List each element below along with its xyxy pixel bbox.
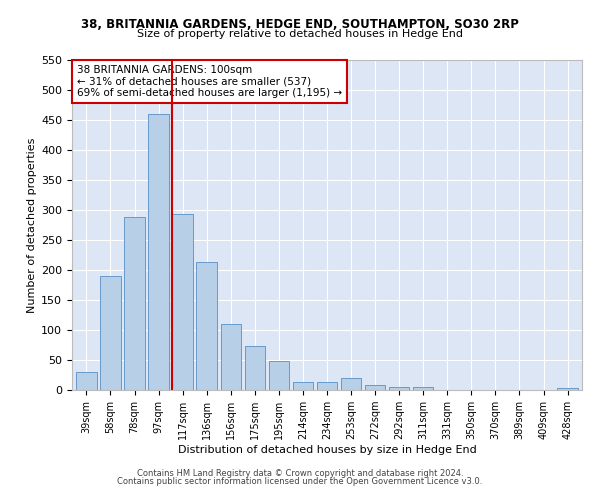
Bar bbox=[389, 387, 409, 390]
Text: 38 BRITANNIA GARDENS: 100sqm
← 31% of detached houses are smaller (537)
69% of s: 38 BRITANNIA GARDENS: 100sqm ← 31% of de… bbox=[77, 65, 342, 98]
Text: Size of property relative to detached houses in Hedge End: Size of property relative to detached ho… bbox=[137, 29, 463, 39]
Bar bbox=[124, 217, 145, 390]
Bar bbox=[148, 114, 169, 390]
Text: Contains public sector information licensed under the Open Government Licence v3: Contains public sector information licen… bbox=[118, 477, 482, 486]
X-axis label: Distribution of detached houses by size in Hedge End: Distribution of detached houses by size … bbox=[178, 445, 476, 455]
Bar bbox=[317, 382, 337, 390]
Bar bbox=[221, 324, 241, 390]
Bar bbox=[557, 388, 578, 390]
Bar bbox=[365, 385, 385, 390]
Bar bbox=[269, 361, 289, 390]
Text: Contains HM Land Registry data © Crown copyright and database right 2024.: Contains HM Land Registry data © Crown c… bbox=[137, 468, 463, 477]
Bar bbox=[76, 372, 97, 390]
Bar bbox=[413, 387, 433, 390]
Bar bbox=[293, 382, 313, 390]
Bar bbox=[245, 346, 265, 390]
Y-axis label: Number of detached properties: Number of detached properties bbox=[27, 138, 37, 312]
Bar bbox=[341, 378, 361, 390]
Bar bbox=[100, 276, 121, 390]
Bar bbox=[172, 214, 193, 390]
Text: 38, BRITANNIA GARDENS, HEDGE END, SOUTHAMPTON, SO30 2RP: 38, BRITANNIA GARDENS, HEDGE END, SOUTHA… bbox=[81, 18, 519, 30]
Bar bbox=[196, 262, 217, 390]
